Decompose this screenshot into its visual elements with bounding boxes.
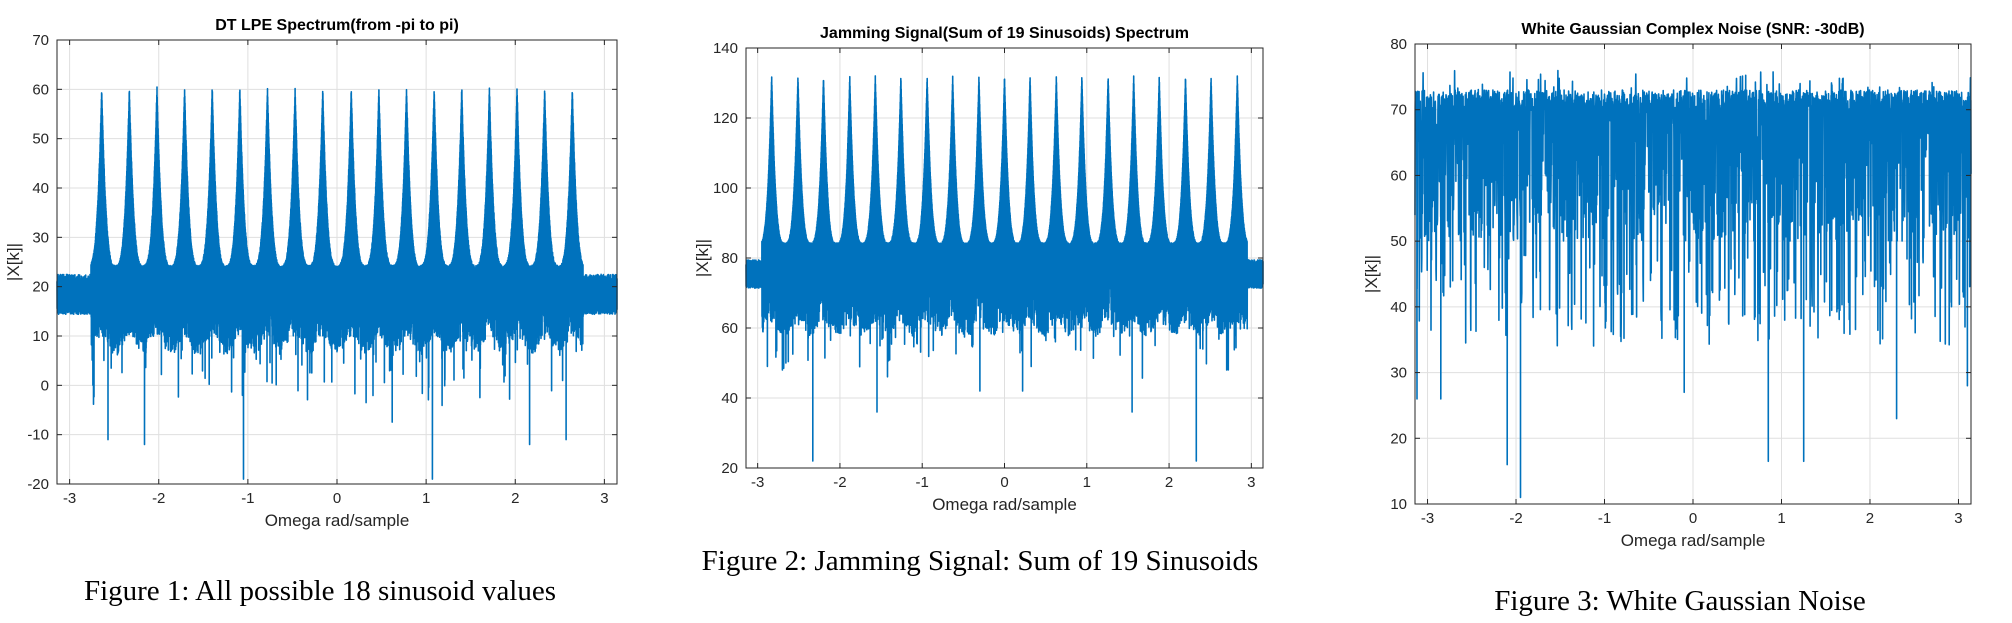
x-tick-label: 3: [1247, 474, 1255, 491]
y-tick-label: 40: [32, 180, 49, 197]
caption-figure-1: Figure 1: All possible 18 sinusoid value…: [83, 575, 557, 607]
x-tick-label: 1: [1777, 510, 1785, 527]
x-tick-label: 2: [1866, 510, 1874, 527]
x-tick-label: -3: [1421, 510, 1434, 527]
x-tick-label: 3: [600, 490, 608, 507]
figure-1: DT LPE Spectrum(from -pi to pi) -3 -2 -1 0 1 2…: [0, 0, 640, 540]
caption-figure-2: Figure 2: Jamming Signal: Sum of 19 Sinu…: [701, 545, 1259, 577]
x-tick-label: -1: [1598, 510, 1611, 527]
chart-figure-2: Jamming Signal(Sum of 19 Sinusoids) Spec…: [693, 25, 1264, 514]
y-tick-label: 70: [1390, 102, 1407, 119]
y-tick-label: 30: [1390, 365, 1407, 382]
x-tick-label: 0: [1000, 474, 1008, 491]
y-tick-label: 120: [713, 110, 738, 127]
y-tick-label: 10: [32, 328, 49, 345]
x-tick-label: -1: [916, 474, 929, 491]
chart-title: Jamming Signal(Sum of 19 Sinusoids) Spec…: [820, 25, 1189, 42]
y-tick-label: 50: [1390, 233, 1407, 250]
x-tick-label: 1: [1083, 474, 1091, 491]
y-tick-label: 70: [32, 32, 49, 49]
series-line: [56, 86, 618, 480]
figure-3: White Gaussian Complex Noise (SNR: -30dB…: [1360, 0, 2000, 560]
x-tick-label: 1: [422, 490, 430, 507]
x-tick-label: -2: [1509, 510, 1522, 527]
y-tick-label: 20: [721, 460, 738, 477]
chart-figure-3: White Gaussian Complex Noise (SNR: -30dB…: [1362, 21, 1972, 550]
y-tick-label: 50: [32, 131, 49, 148]
series-line: [1414, 69, 1972, 499]
y-tick-label: -20: [27, 476, 49, 493]
series-line: [745, 75, 1264, 462]
y-axis-label: |X[k]|: [693, 239, 712, 277]
x-tick-label: 0: [1689, 510, 1697, 527]
caption-figure-3: Figure 3: White Gaussian Noise: [1494, 585, 1866, 617]
y-tick-label: 20: [1390, 430, 1407, 447]
x-tick-label: -3: [751, 474, 764, 491]
chart-title: White Gaussian Complex Noise (SNR: -30dB…: [1521, 21, 1864, 38]
y-tick-label: 80: [721, 250, 738, 267]
y-tick-label: 30: [32, 229, 49, 246]
x-tick-label: 2: [1165, 474, 1173, 491]
y-tick-label: 40: [1390, 299, 1407, 316]
y-axis-label: |X[k]|: [1362, 255, 1381, 293]
x-tick-label: -3: [63, 490, 76, 507]
y-tick-label: 40: [721, 390, 738, 407]
y-tick-label: 100: [713, 180, 738, 197]
y-tick-label: 0: [41, 377, 49, 394]
x-axis-label: Omega rad/sample: [1621, 531, 1766, 550]
x-tick-label: 2: [511, 490, 519, 507]
y-tick-label: 60: [1390, 167, 1407, 184]
x-axis-label: Omega rad/sample: [265, 511, 410, 530]
y-axis-label: |X[k]|: [4, 243, 23, 281]
x-tick-label: -1: [241, 490, 254, 507]
y-tick-label: 80: [1390, 36, 1407, 53]
chart-figure-1: DT LPE Spectrum(from -pi to pi)-3 -2 -1 0 1 2…: [4, 17, 618, 530]
y-tick-label: 20: [32, 279, 49, 296]
x-tick-label: 0: [333, 490, 341, 507]
y-tick-label: -10: [27, 427, 49, 444]
x-tick-label: -2: [152, 490, 165, 507]
x-axis-label: Omega rad/sample: [932, 495, 1077, 514]
chart-title: DT LPE Spectrum(from -pi to pi): [215, 17, 459, 34]
y-tick-label: 60: [721, 320, 738, 337]
x-tick-label: -2: [833, 474, 846, 491]
figure-2: Jamming Signal(Sum of 19 Sinusoids) Spec…: [680, 0, 1280, 540]
y-tick-label: 10: [1390, 496, 1407, 513]
y-tick-label: 140: [713, 40, 738, 57]
x-tick-label: 3: [1954, 510, 1962, 527]
y-tick-label: 60: [32, 81, 49, 98]
